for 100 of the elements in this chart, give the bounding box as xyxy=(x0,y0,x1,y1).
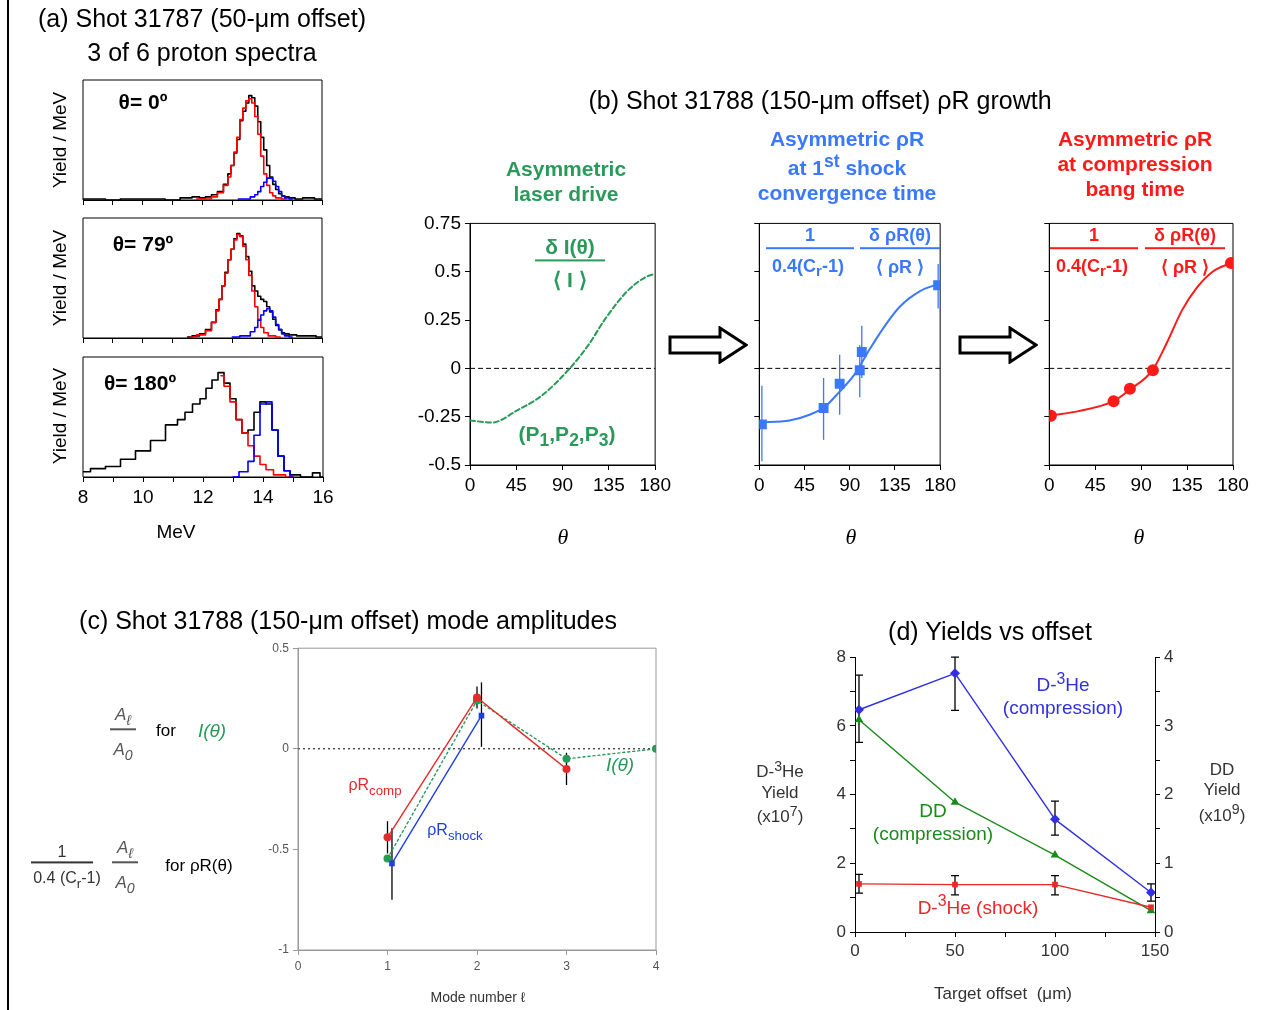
y-axis-title: Yield / MeV xyxy=(48,91,71,189)
x-tick-label: 0 xyxy=(464,473,476,495)
point xyxy=(1050,850,1060,858)
x-tick-label: 100 xyxy=(1040,940,1070,960)
annotation: δ ρR(θ) xyxy=(860,225,940,249)
y2-tick-label: 4 xyxy=(1164,646,1174,666)
x-tick-label: 4 xyxy=(652,958,660,973)
annotation: 1 xyxy=(1050,225,1138,249)
text: for xyxy=(156,720,176,742)
point xyxy=(856,346,867,357)
annotation: δ ρR(θ) xyxy=(1145,225,1225,249)
text: A$_{0}$ xyxy=(113,740,133,764)
y-tick-label: 2 xyxy=(836,852,846,872)
point xyxy=(1107,395,1120,408)
x-tick-label: 45 xyxy=(793,473,816,495)
annotation: ⟨ I ⟩ xyxy=(553,267,587,293)
y-axis-title: D-$^{3}$He Yield (x10$^{7}$) xyxy=(756,757,804,829)
point xyxy=(952,881,958,888)
text: I(θ) xyxy=(197,719,227,743)
series-label: ρR$_{shock}$ xyxy=(427,820,483,844)
point xyxy=(834,378,845,389)
annotation: 1 xyxy=(766,225,854,249)
series-label: ρR$_{comp}$ xyxy=(348,775,402,799)
y-tick-label: -0.25 xyxy=(417,404,461,426)
y-tick-label: -0.5 xyxy=(268,841,290,856)
point xyxy=(1050,814,1060,825)
x-tick-label: 3 xyxy=(563,958,571,973)
y2-tick-label: 1 xyxy=(1164,852,1174,872)
point xyxy=(562,754,571,763)
y-tick-label: 0.5 xyxy=(434,259,461,281)
y-tick-label: -0.5 xyxy=(428,453,461,475)
point xyxy=(1123,382,1136,395)
annotation: 0.4(C$_{r}$-1) xyxy=(1056,255,1128,281)
series-label: I(θ) xyxy=(605,753,635,777)
annotation: (P$_{1}$,P$_{2}$,P$_{3}$) xyxy=(518,420,616,452)
x-tick-label: 1 xyxy=(384,958,392,973)
point xyxy=(383,854,392,863)
text: 0.4 (C$_{r}$-1) xyxy=(33,868,101,892)
y-axis-title: Yield / MeV xyxy=(48,229,71,327)
line-series xyxy=(470,272,656,424)
text: A$_{ℓ}$ xyxy=(112,838,138,864)
x-axis-title: θ xyxy=(845,523,857,551)
x-tick-label: 2 xyxy=(473,958,481,973)
chart-subtitle: Asymmetric laser drive xyxy=(505,155,627,207)
x-tick-label: 135 xyxy=(879,473,911,495)
x-tick-label: 90 xyxy=(1130,473,1152,495)
x-tick-label: 180 xyxy=(924,473,956,495)
x-tick-label: 0 xyxy=(294,958,302,973)
chart-subtitle: Asymmetric ρR at 1$^{st}$ shock convergence time xyxy=(757,126,937,206)
point xyxy=(383,833,392,842)
y2-tick-label: 2 xyxy=(1164,784,1174,804)
annotation: ⟨ ρR ⟩ xyxy=(875,257,925,279)
point xyxy=(855,714,864,723)
y-tick-label: 8 xyxy=(836,646,846,666)
x-tick-label: 10 xyxy=(132,485,154,507)
x-tick-label: 0 xyxy=(753,473,765,495)
x-tick-label: 50 xyxy=(945,940,965,960)
text: 1 xyxy=(31,842,93,864)
x-tick-label: 135 xyxy=(1171,473,1203,495)
x-tick-label: 180 xyxy=(639,473,671,495)
point xyxy=(1146,364,1159,377)
point xyxy=(950,797,960,805)
point xyxy=(1146,887,1155,898)
x-tick-label: 45 xyxy=(505,473,527,495)
y2-tick-label: 3 xyxy=(1164,715,1174,735)
x-axis-title: θ xyxy=(557,523,569,551)
x-tick-label: 135 xyxy=(593,473,625,495)
y-tick-label: 0 xyxy=(282,741,290,756)
chart-title: (d) Yields vs offset xyxy=(888,616,1092,646)
series-label: D-$^{3}$He (shock) xyxy=(917,892,1039,920)
x-axis-title: Mode number ℓ xyxy=(430,988,526,1006)
y2-tick-label: 0 xyxy=(1164,921,1174,941)
text: A$_{ℓ}$ xyxy=(110,705,136,731)
annotation: δ I(θ) xyxy=(535,234,605,262)
chart-subtitle: 3 of 6 proton spectra xyxy=(87,37,317,67)
chart-title: (b) Shot 31788 (150-μm offset) ρR growth xyxy=(588,85,1052,115)
y-tick-label: 0 xyxy=(450,356,461,378)
y-tick-label: 0.5 xyxy=(272,640,290,655)
y-axis-title: Yield / MeV xyxy=(48,367,71,465)
chart-title: (c) Shot 31788 (150-μm offset) mode amplitudes xyxy=(79,605,617,635)
series-label: D-$^{3}$He (compression) xyxy=(1002,670,1124,720)
x-tick-label: 0 xyxy=(1043,473,1055,495)
annotation: θ= 79º xyxy=(112,231,174,257)
x-tick-label: 90 xyxy=(839,473,861,495)
point xyxy=(856,881,862,887)
y-tick-label: 0.25 xyxy=(424,308,461,330)
y-tick-label: 0 xyxy=(836,921,846,941)
point xyxy=(818,403,829,413)
text: for ρR(θ) xyxy=(165,855,233,877)
x-tick-label: 12 xyxy=(192,485,214,507)
point xyxy=(855,704,864,715)
point xyxy=(389,860,395,867)
x-tick-label: 90 xyxy=(552,473,574,495)
point xyxy=(854,365,865,376)
chart-title: (a) Shot 31787 (50-μm offset) xyxy=(38,3,366,33)
y-tick-label: 4 xyxy=(836,784,846,804)
annotation: ⟨ ρR ⟩ xyxy=(1160,257,1210,279)
y2-axis-title: DD Yield (x10$^{9}$) xyxy=(1198,760,1246,826)
annotation: θ= 0º xyxy=(118,89,168,115)
point xyxy=(1052,881,1058,888)
